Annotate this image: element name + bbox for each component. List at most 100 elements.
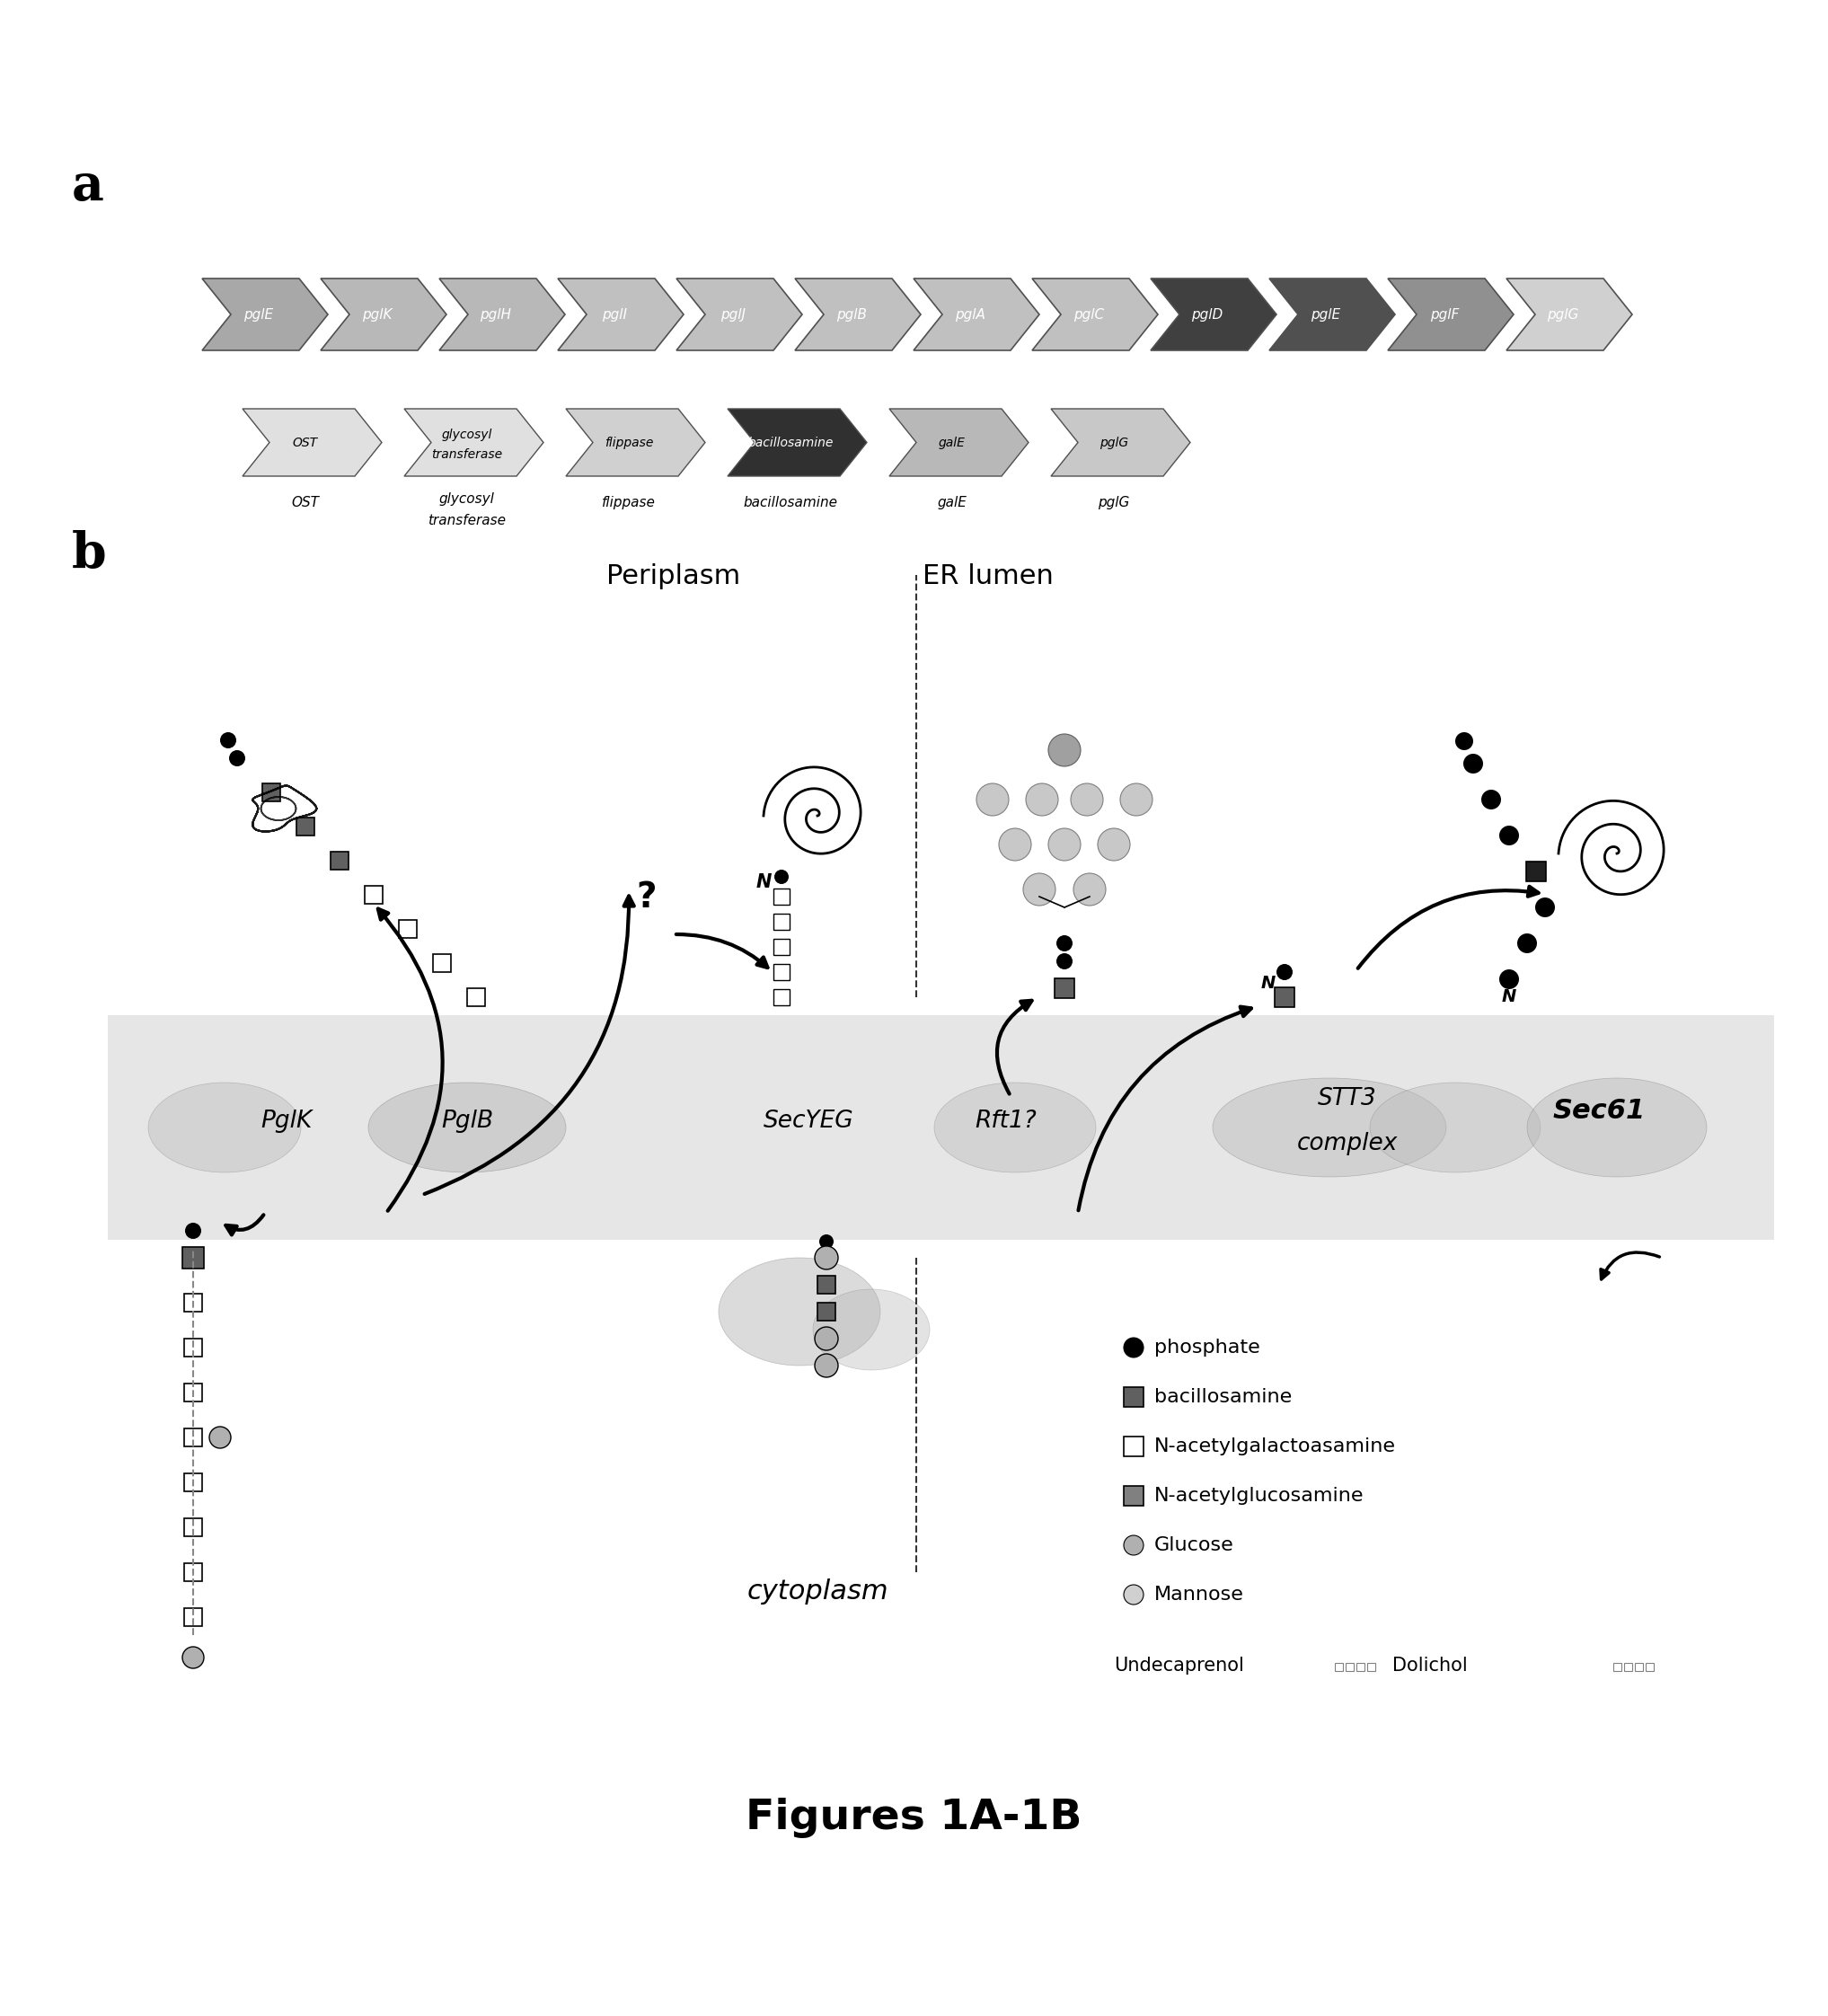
Polygon shape [243, 409, 382, 476]
Text: ER lumen: ER lumen [923, 562, 1053, 589]
Polygon shape [320, 278, 446, 351]
Text: phosphate: phosphate [1153, 1339, 1259, 1357]
Polygon shape [1051, 409, 1190, 476]
Polygon shape [728, 409, 866, 476]
Text: pglF: pglF [1429, 308, 1459, 321]
Text: pglG: pglG [1099, 435, 1128, 450]
Text: a: a [71, 161, 104, 212]
Bar [185, 1383, 203, 1401]
Bar [1274, 988, 1294, 1008]
Polygon shape [439, 278, 565, 351]
Polygon shape [795, 278, 921, 351]
Bar [1612, 1663, 1621, 1671]
Text: transferase: transferase [431, 448, 503, 462]
Text: pglC: pglC [1073, 308, 1104, 321]
Polygon shape [203, 278, 327, 351]
Polygon shape [1269, 278, 1395, 351]
Text: N-acetylglucosamine: N-acetylglucosamine [1153, 1488, 1364, 1504]
Text: N-acetylgalactoasamine: N-acetylgalactoasamine [1153, 1437, 1397, 1456]
Circle shape [1073, 873, 1106, 905]
Ellipse shape [148, 1083, 302, 1173]
Bar [1634, 1663, 1643, 1671]
Circle shape [1276, 964, 1292, 980]
Circle shape [185, 1224, 201, 1240]
Polygon shape [914, 278, 1040, 351]
Bar [261, 784, 280, 802]
Text: pglH: pglH [481, 308, 512, 321]
Text: PglK: PglK [261, 1109, 313, 1133]
Bar [1623, 1663, 1632, 1671]
Text: Sec61: Sec61 [1552, 1099, 1645, 1123]
Polygon shape [1150, 278, 1276, 351]
Text: flippase: flippase [601, 496, 656, 510]
Text: transferase: transferase [428, 514, 506, 528]
Bar [1345, 1663, 1353, 1671]
Ellipse shape [1369, 1083, 1541, 1173]
Polygon shape [558, 278, 684, 351]
Circle shape [1057, 954, 1073, 970]
Ellipse shape [718, 1258, 881, 1365]
Text: ?: ? [636, 881, 656, 915]
Ellipse shape [813, 1288, 930, 1371]
Circle shape [219, 732, 236, 748]
Text: pglE: pglE [1311, 308, 1340, 321]
Bar [366, 885, 382, 903]
Text: Rft1?: Rft1? [974, 1109, 1036, 1133]
Text: b: b [71, 530, 106, 579]
Bar [1124, 1486, 1144, 1506]
Ellipse shape [934, 1083, 1097, 1173]
Circle shape [1124, 1339, 1144, 1357]
Bar [185, 1518, 203, 1536]
Circle shape [815, 1246, 837, 1270]
Bar [185, 1429, 203, 1445]
Bar [773, 889, 790, 905]
Bar [1334, 1663, 1342, 1671]
Text: pglI: pglI [601, 308, 627, 321]
Text: galE: galE [938, 496, 967, 510]
Text: cytoplasm: cytoplasm [746, 1579, 888, 1605]
Text: N: N [1261, 976, 1276, 992]
Circle shape [1124, 1585, 1144, 1605]
Bar [185, 1294, 203, 1312]
Circle shape [815, 1355, 837, 1377]
Text: SecYEG: SecYEG [764, 1109, 854, 1133]
Bar [331, 851, 349, 869]
Bar [1055, 978, 1075, 998]
Polygon shape [676, 278, 802, 351]
Bar [817, 1302, 835, 1320]
Text: pglA: pglA [954, 308, 985, 321]
Circle shape [1071, 784, 1102, 816]
Polygon shape [888, 409, 1029, 476]
Text: bacillosamine: bacillosamine [748, 435, 834, 450]
Polygon shape [1506, 278, 1632, 351]
Bar [185, 1609, 203, 1627]
Circle shape [1455, 732, 1473, 750]
Bar [399, 919, 417, 937]
Text: glycosyl: glycosyl [439, 492, 495, 506]
Circle shape [1121, 784, 1152, 816]
Circle shape [819, 1234, 834, 1248]
Bar [183, 1248, 205, 1268]
Text: Undecaprenol: Undecaprenol [1113, 1657, 1245, 1675]
Bar [108, 1016, 1775, 1240]
Bar [1124, 1437, 1144, 1456]
Bar [773, 964, 790, 980]
Circle shape [208, 1427, 230, 1447]
Text: Periplasm: Periplasm [607, 562, 740, 589]
Ellipse shape [1526, 1079, 1707, 1177]
Text: OST: OST [291, 496, 320, 510]
Text: complex: complex [1296, 1131, 1398, 1155]
Text: STT3: STT3 [1318, 1087, 1376, 1111]
Circle shape [1536, 897, 1556, 917]
Circle shape [1499, 827, 1519, 845]
Circle shape [998, 829, 1031, 861]
Ellipse shape [1212, 1079, 1446, 1177]
Bar [1645, 1663, 1653, 1671]
Circle shape [1024, 873, 1055, 905]
Bar [773, 939, 790, 956]
Text: OST: OST [292, 435, 318, 450]
Bar [433, 954, 452, 972]
Text: pglB: pglB [835, 308, 866, 321]
Text: Figures 1A-1B: Figures 1A-1B [746, 1798, 1082, 1839]
Bar [185, 1474, 203, 1492]
